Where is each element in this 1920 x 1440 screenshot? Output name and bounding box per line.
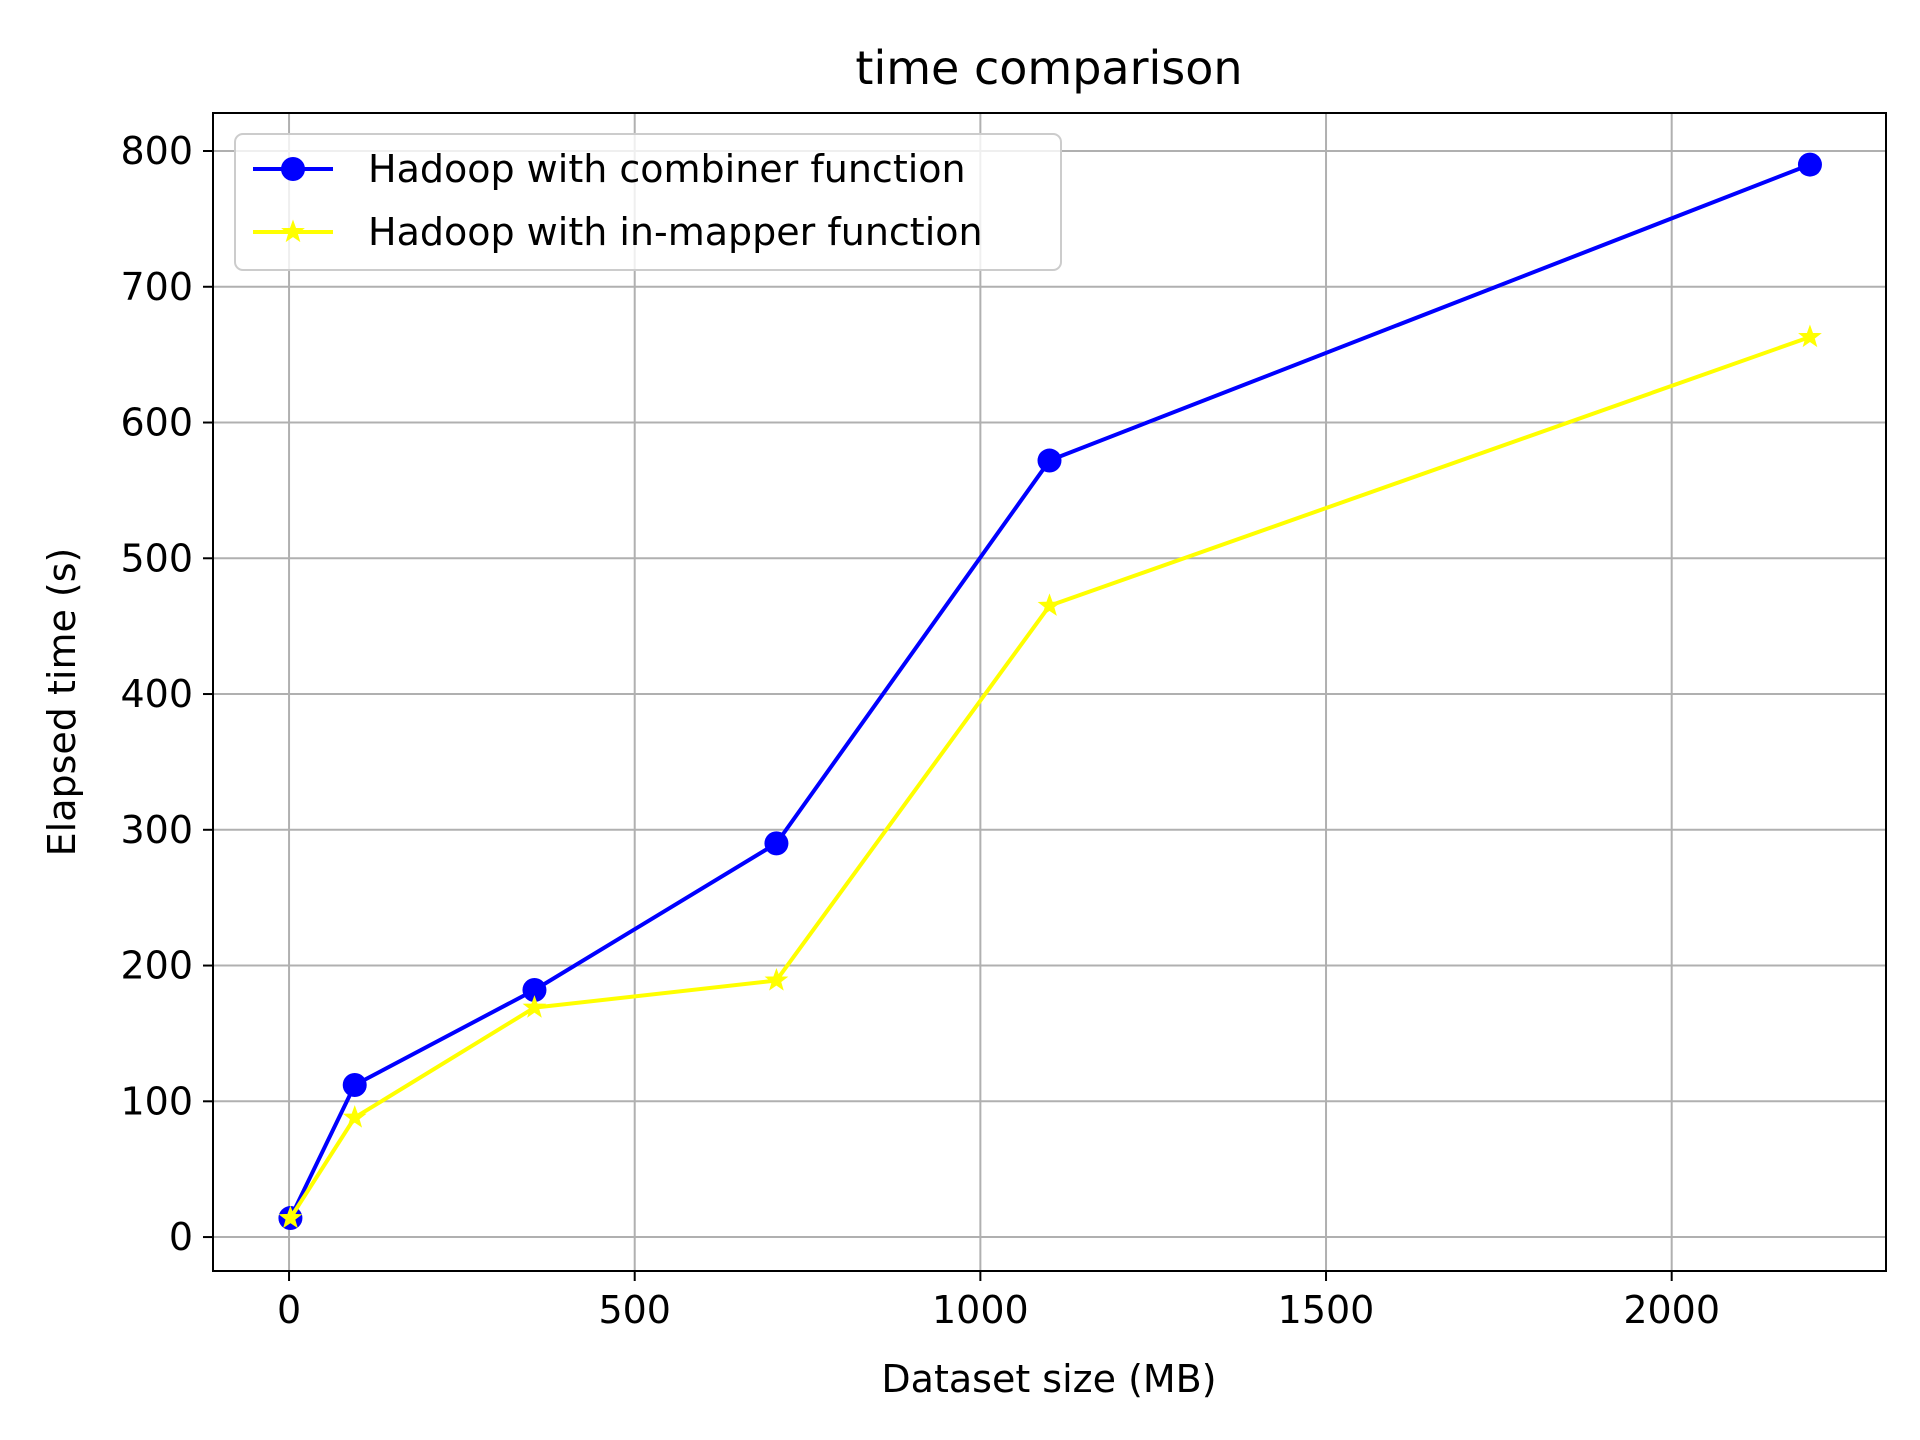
data-point xyxy=(1798,324,1822,348)
legend: Hadoop with combiner function Hadoop with… xyxy=(234,133,1062,271)
x-axis-ticks: 0 500 1000 1500 2000 xyxy=(277,1271,1720,1332)
y-tick-label: 700 xyxy=(120,265,193,309)
data-point xyxy=(764,968,789,991)
legend-marker xyxy=(281,157,305,181)
x-tick-label: 2000 xyxy=(1623,1288,1720,1332)
data-point xyxy=(1037,593,1062,616)
legend-entry-1: Hadoop with combiner function xyxy=(253,147,966,191)
x-tick-label: 1000 xyxy=(932,1288,1029,1332)
y-tick-label: 500 xyxy=(120,536,193,580)
x-tick-label: 0 xyxy=(277,1288,301,1332)
data-point xyxy=(278,1205,303,1229)
y-axis-label: Elapsed time (s) xyxy=(40,548,84,857)
data-point xyxy=(1797,152,1822,177)
series-line xyxy=(288,162,1811,1219)
chart-title: time comparison xyxy=(855,41,1242,95)
y-tick-label: 400 xyxy=(120,672,193,716)
data-point xyxy=(342,1073,367,1098)
x-tick-label: 1500 xyxy=(1278,1288,1375,1332)
legend-label: Hadoop with combiner function xyxy=(368,147,966,191)
x-axis-label: Dataset size (MB) xyxy=(881,1357,1216,1401)
y-tick-label: 100 xyxy=(120,1079,193,1123)
data-point xyxy=(764,831,789,856)
data-point xyxy=(522,995,547,1018)
data-point xyxy=(522,977,547,1002)
y-axis-ticks: 0 100 200 300 400 500 600 700 800 xyxy=(120,129,213,1259)
legend-marker xyxy=(281,219,305,243)
plot-series xyxy=(278,152,1822,1231)
y-tick-label: 0 xyxy=(169,1215,193,1259)
legend-box xyxy=(234,133,1062,271)
y-tick-label: 800 xyxy=(120,129,193,173)
data-point xyxy=(342,1105,367,1128)
y-tick-label: 200 xyxy=(120,944,193,988)
x-tick-label: 500 xyxy=(598,1288,671,1332)
y-tick-label: 300 xyxy=(120,808,193,852)
legend-entry-2: Hadoop with in-mapper function xyxy=(253,210,983,254)
y-tick-label: 600 xyxy=(120,401,193,445)
plot-frame xyxy=(212,112,1887,1272)
data-point xyxy=(1037,448,1062,473)
legend-label: Hadoop with in-mapper function xyxy=(368,210,983,254)
series-line xyxy=(288,335,1811,1220)
series-2 xyxy=(278,324,1822,1229)
